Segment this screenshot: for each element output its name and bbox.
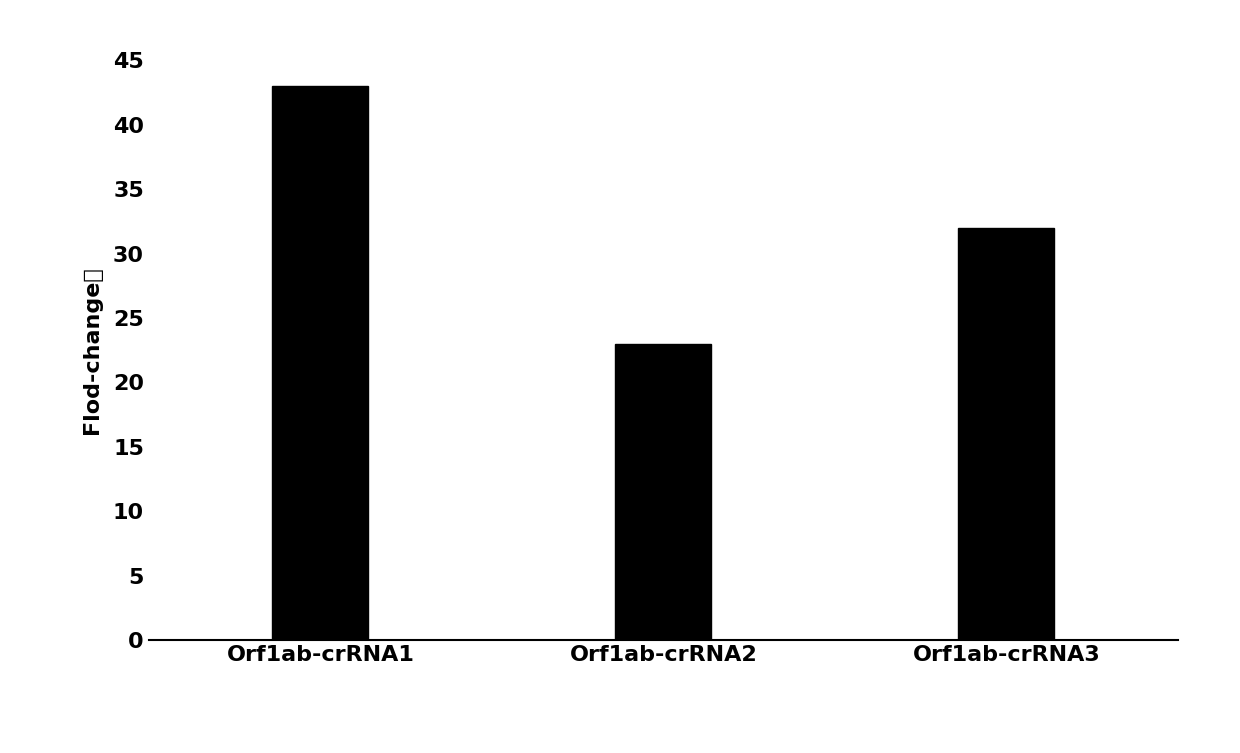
Bar: [959, 227, 1054, 640]
Y-axis label: Flod-change値: Flod-change値: [82, 267, 102, 434]
Bar: [615, 343, 712, 640]
Bar: [273, 86, 368, 640]
